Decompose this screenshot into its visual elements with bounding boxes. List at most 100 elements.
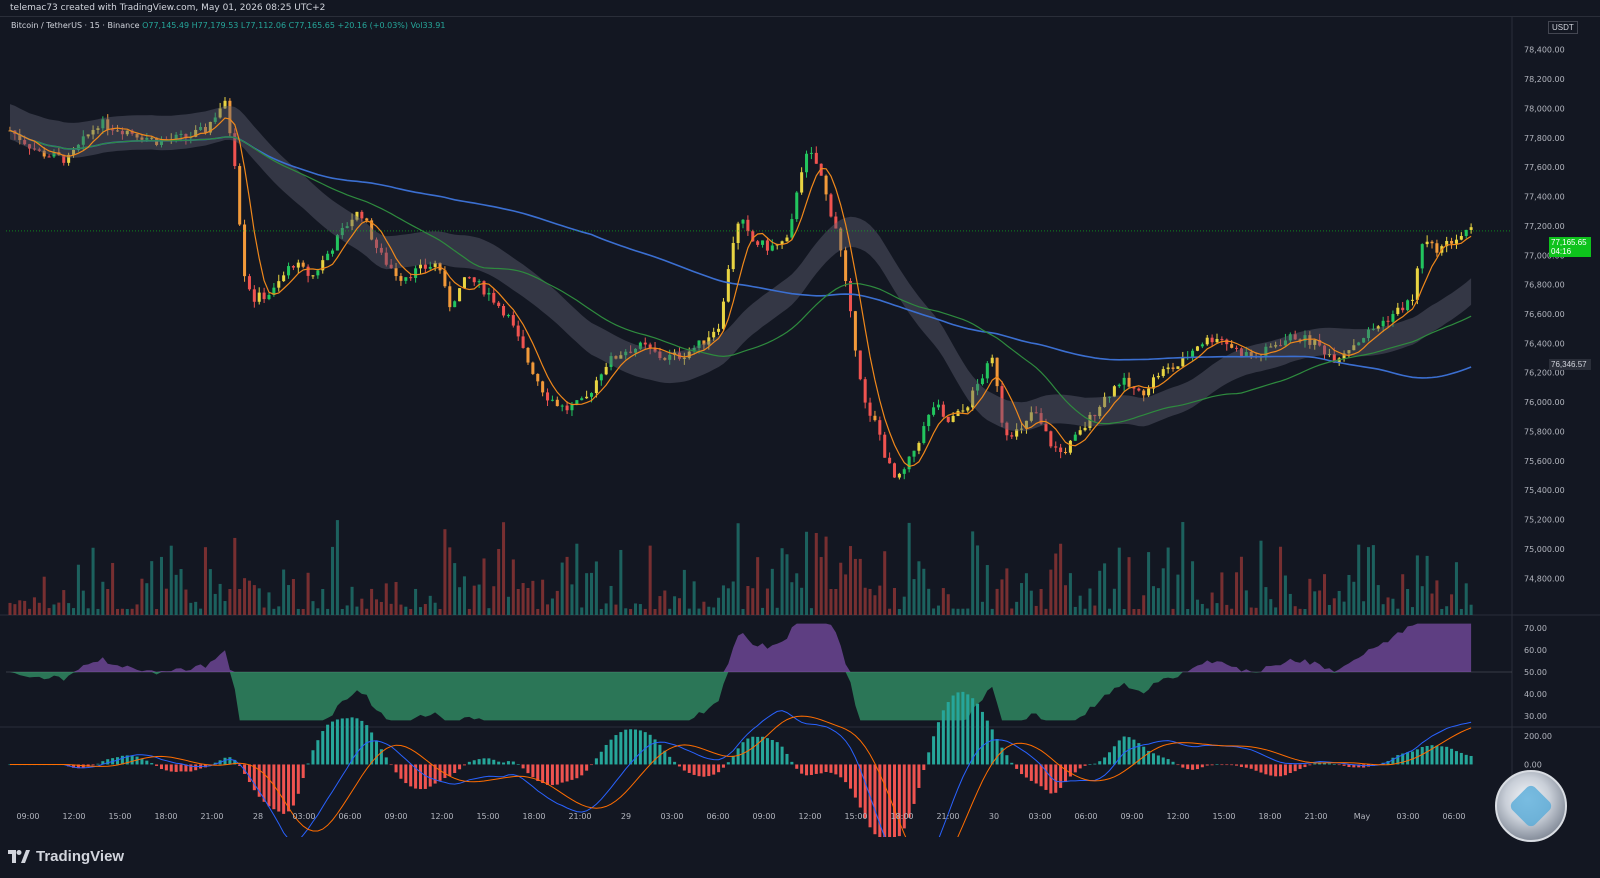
- macd-hist-bar: [1454, 751, 1458, 765]
- macd-hist-bar: [1142, 746, 1146, 765]
- volume-bar: [863, 587, 867, 615]
- candle: [203, 127, 207, 133]
- volume-bar: [795, 573, 799, 615]
- macd-hist-bar: [638, 730, 642, 765]
- candle: [409, 277, 413, 279]
- volume-bar: [32, 597, 36, 615]
- candle: [761, 240, 765, 245]
- macd-hist-bar: [1322, 762, 1327, 765]
- candle: [526, 347, 530, 363]
- macd-hist-bar: [360, 720, 364, 765]
- macd-hist-bar: [487, 758, 491, 765]
- volume-bar: [1254, 607, 1258, 615]
- volume-bar: [331, 546, 335, 615]
- candle: [721, 301, 725, 329]
- volume-bar: [13, 604, 17, 615]
- macd-hist-bar: [922, 764, 926, 771]
- volume-bar: [179, 569, 183, 615]
- macd-hist-bar: [120, 755, 124, 765]
- macd-hist-bar: [980, 711, 984, 765]
- candle: [707, 337, 711, 345]
- macd-hist-bar: [927, 752, 931, 765]
- volume-bar: [932, 608, 936, 615]
- macd-hist-bar: [912, 764, 916, 804]
- volume-bar: [1088, 588, 1092, 615]
- candle: [72, 149, 76, 155]
- tradingview-logo[interactable]: TradingView: [8, 848, 124, 865]
- macd-hist-bar: [668, 756, 672, 765]
- x-tick-label: 06:00: [706, 812, 729, 821]
- volume-bar: [756, 557, 760, 615]
- candle: [399, 276, 403, 281]
- candle: [502, 305, 506, 316]
- volume-bar: [1151, 586, 1155, 615]
- volume-bar: [594, 561, 598, 615]
- candle: [1132, 386, 1136, 389]
- volume-bar: [1186, 609, 1190, 615]
- macd-hist-bar: [1171, 761, 1175, 765]
- macd-hist-bar: [1205, 764, 1209, 766]
- macd-hist-bar: [497, 761, 501, 765]
- volume-bar: [1078, 595, 1082, 615]
- volume-bar: [516, 588, 520, 615]
- x-tick-label: 03:00: [660, 812, 683, 821]
- y-tick-label: 77,000.00: [1524, 251, 1565, 260]
- volume-bar: [1176, 574, 1180, 615]
- volume-bar: [218, 583, 222, 615]
- macd-hist-bar: [1156, 755, 1160, 765]
- volume-bar: [145, 583, 149, 615]
- volume-bar: [712, 607, 716, 615]
- volume-bar: [1279, 546, 1283, 615]
- volume-bar: [770, 568, 774, 615]
- macd-hist-bar: [247, 764, 251, 783]
- macd-hist-bar: [995, 738, 999, 765]
- x-tick-label: 06:00: [338, 812, 361, 821]
- volume-bar: [399, 604, 403, 615]
- volume-bar: [389, 603, 393, 615]
- candle: [379, 247, 383, 253]
- candle: [932, 407, 936, 415]
- candle: [1450, 240, 1454, 244]
- macd-hist-bar: [277, 764, 281, 812]
- candle: [1464, 229, 1468, 236]
- high-value: H77,179.53: [191, 21, 239, 30]
- macd-hist-bar: [350, 717, 354, 765]
- macd-hist-bar: [1396, 755, 1400, 765]
- volume-bar: [736, 523, 740, 615]
- volume-bar: [370, 588, 374, 615]
- candle: [550, 399, 554, 401]
- candle: [331, 250, 335, 254]
- volume-bar: [355, 606, 359, 615]
- tradingview-brand: TradingView: [36, 848, 125, 865]
- macd-hist-bar: [321, 731, 325, 765]
- candle: [1318, 339, 1322, 346]
- macd-hist-bar: [653, 739, 657, 765]
- volume-bar: [697, 608, 701, 615]
- candle: [800, 172, 804, 193]
- volume-bar: [379, 601, 383, 615]
- candle: [487, 292, 491, 295]
- macd-hist-bar: [853, 764, 857, 798]
- candle: [67, 154, 71, 163]
- macd-hist-bar: [697, 764, 701, 777]
- candle: [1220, 338, 1224, 340]
- y-tick-label: 75,600.00: [1524, 457, 1565, 466]
- volume-bar: [262, 607, 266, 615]
- volume-bar: [243, 578, 247, 615]
- macd-hist-bar: [282, 764, 286, 814]
- volume-bar: [1249, 607, 1253, 615]
- volume-bar: [1230, 608, 1234, 615]
- candle: [1430, 241, 1434, 244]
- price-chart[interactable]: 78,400.00 78,200.00 78,000.00 77,800.00 77,6…: [0, 17, 1600, 837]
- macd-hist-bar: [135, 756, 139, 765]
- macd-hist-bar: [1239, 764, 1243, 767]
- volume-bar: [23, 600, 27, 615]
- candle: [619, 355, 623, 359]
- candle: [1093, 414, 1097, 417]
- volume-bar: [1156, 588, 1160, 615]
- rsi-area-up: [10, 623, 1472, 672]
- candle: [1298, 339, 1302, 342]
- candle: [120, 130, 124, 135]
- candle: [653, 348, 657, 352]
- currency-badge[interactable]: USDT: [1548, 21, 1578, 34]
